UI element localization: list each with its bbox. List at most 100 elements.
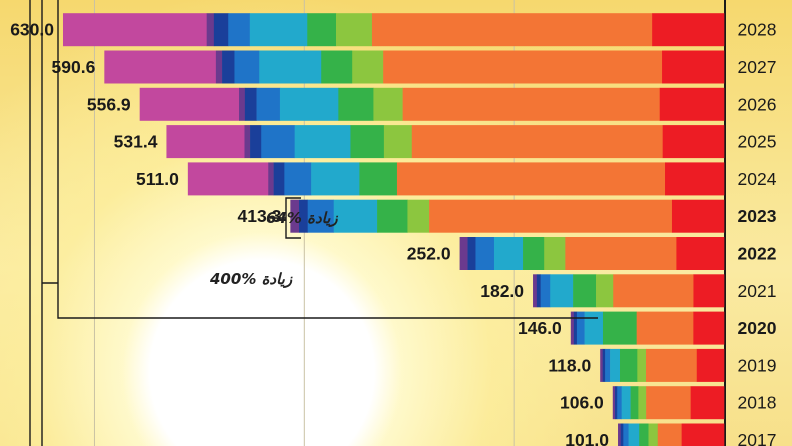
bar-2018-segment-6 [638,386,647,420]
value-label-2021: 182.0 [480,281,524,301]
bar-2024-segment-3 [284,162,312,196]
bar-2028-segment-6 [336,13,373,47]
bar-2021-segment-3 [540,274,551,308]
bar-2017-segment-1 [618,423,621,446]
bar-2027-segment-3 [234,50,260,84]
bar-2020-segment-2 [573,311,578,345]
annotation-400-percent: زيادة %400 [209,270,293,288]
bar-2017-segment-5 [639,423,649,446]
bar-2021-segment-2 [536,274,541,308]
bar-2022-segment-3 [475,237,495,270]
bar-2024-segment-8 [665,162,725,196]
bar-2017-segment-6 [648,423,659,446]
value-label-2024: 511.0 [136,169,179,189]
year-label-2022: 2022 [738,244,777,264]
bar-2028-segment-2 [213,13,229,47]
bar-2023-segment-7 [429,199,673,233]
bar-2024-segment-2 [273,162,285,196]
bar-2021-segment-4 [550,274,574,308]
value-label-2025: 531.4 [114,132,158,152]
year-label-2027: 2027 [738,57,777,77]
bar-2022-segment-7 [565,237,677,270]
bar-2025-segment-6 [383,125,413,159]
bar-2023-segment-2 [299,199,308,233]
value-label-2023: 413.3 [238,206,282,226]
bar-2020-segment-1 [570,311,575,345]
value-label-2028: 630.0 [10,20,54,40]
value-label-2026: 556.9 [87,94,131,114]
bar-2020-segment-8 [693,311,725,345]
year-label-2020: 2020 [738,318,777,338]
bar-2024-segment-1 [268,162,274,196]
bar-2027-segment-4 [259,50,322,84]
bar-2018-segment-8 [690,386,725,420]
bar-2026-segment-6 [373,87,403,121]
bar-2028-segment-8 [652,13,725,47]
bar-2025-segment-7 [411,125,663,159]
bar-2024-segment-7 [396,162,666,196]
bar-2028-segment-1 [206,13,215,47]
value-label-2022: 252.0 [407,244,451,264]
bar-2026-segment-5 [338,87,374,121]
bar-2019-segment-5 [620,348,638,382]
year-label-2024: 2024 [738,169,777,189]
bar-2020-segment-4 [584,311,604,345]
bar-2027-segment-2 [222,50,235,84]
bar-2028-segment-3 [228,13,251,47]
bar-2019-segment-1 [600,348,603,382]
bar-2017-segment-7 [657,423,682,446]
bar-2028-segment-0 [62,13,207,47]
bar-2021-segment-8 [693,274,725,308]
bar-2027-segment-6 [352,50,384,84]
bar-2025-segment-3 [261,125,295,159]
year-label-2028: 2028 [738,20,777,40]
bar-2021-segment-1 [533,274,538,308]
bar-2022-segment-6 [544,237,566,270]
bar-2028-segment-7 [371,13,653,47]
bar-2024-segment-0 [187,162,269,196]
bar-2027-segment-8 [662,50,725,84]
year-label-2026: 2026 [738,94,777,114]
year-label-2023: 2023 [738,206,777,226]
bar-2017-segment-2 [620,423,624,446]
bar-2027-segment-1 [215,50,223,84]
bracket-400-percent [42,0,598,319]
bar-2019-segment-7 [646,348,698,382]
bars [62,13,725,446]
bar-2021-segment-5 [573,274,597,308]
bar-2022-segment-5 [523,237,545,270]
bar-2018-segment-1 [612,386,616,420]
bar-2022-segment-4 [493,237,524,270]
bar-2021-segment-7 [613,274,694,308]
bar-2025-segment-5 [350,125,385,159]
bar-2019-segment-2 [602,348,606,382]
bar-2026-segment-3 [256,87,281,121]
bar-2027-segment-5 [321,50,353,84]
bracket-64-percent [270,197,301,239]
bar-2026-segment-4 [279,87,339,121]
bar-2022-segment-1 [459,237,468,270]
value-label-2020: 146.0 [518,318,562,338]
bar-2021-segment-6 [596,274,614,308]
annotation-64-percent: زيادة %64 [266,209,338,227]
bar-2023-segment-4 [333,199,378,233]
bar-2025-segment-1 [244,125,251,159]
bar-2023-segment-1 [290,199,300,233]
year-label-2017: 2017 [738,430,777,446]
bar-2020-segment-3 [576,311,585,345]
bar-2017-segment-4 [628,423,640,446]
bar-2020-segment-7 [636,311,694,345]
year-label-2018: 2018 [738,393,777,413]
labels: 101.0 2017 106.0 2018 118.0 2019 146.0 2020 182.… [10,20,777,446]
bar-2017-segment-8 [681,423,725,446]
bar-2027-segment-0 [104,50,217,84]
value-label-2018: 106.0 [560,393,604,413]
bar-2023-segment-3 [307,199,335,233]
bar-2022-segment-8 [676,237,725,270]
bar-2023-segment-5 [377,199,408,233]
bar-2025-segment-4 [294,125,351,159]
bar-2019-segment-3 [605,348,611,382]
bar-2027-segment-7 [383,50,663,84]
bar-2024-segment-5 [359,162,398,196]
